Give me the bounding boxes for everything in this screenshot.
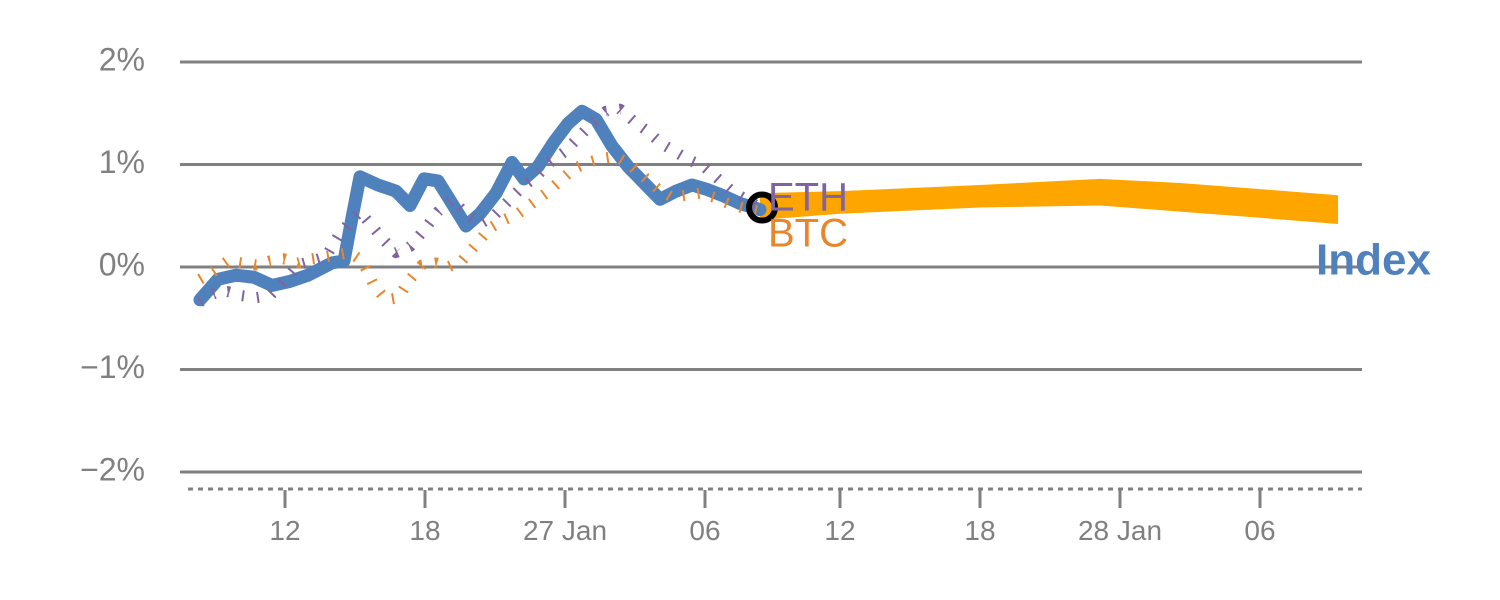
y-axis-tick-labels: 2% 1% 0% −1% −2% bbox=[80, 41, 145, 487]
y-tick-label: 2% bbox=[99, 41, 145, 77]
x-axis-tick-labels: 12 18 27 Jan 06 12 18 28 Jan 06 bbox=[269, 515, 1275, 546]
series-label-index: Index bbox=[1316, 236, 1431, 285]
x-tick-label: 12 bbox=[824, 515, 855, 546]
x-tick-label: 06 bbox=[1244, 515, 1275, 546]
x-tick-label: 28 Jan bbox=[1078, 515, 1162, 546]
x-tick-label: 12 bbox=[269, 515, 300, 546]
series-lines bbox=[193, 103, 767, 307]
current-value-ring-marker bbox=[746, 191, 778, 224]
current-value-marker bbox=[746, 191, 778, 224]
x-tick-label: 18 bbox=[964, 515, 995, 546]
forecast-band-polygon bbox=[760, 178, 1338, 224]
series-label-eth: ETH bbox=[768, 176, 848, 220]
y-tick-label: −2% bbox=[80, 451, 145, 487]
x-axis-tick-marks bbox=[283, 490, 1262, 508]
y-tick-label: −1% bbox=[80, 349, 145, 385]
series-line-index bbox=[193, 104, 767, 307]
forecast-band-index bbox=[760, 178, 1338, 224]
x-tick-label: 27 Jan bbox=[523, 515, 607, 546]
series-label-btc: BTC bbox=[768, 212, 848, 256]
x-tick-label: 06 bbox=[689, 515, 720, 546]
y-tick-label: 0% bbox=[99, 246, 145, 282]
y-tick-label: 1% bbox=[99, 144, 145, 180]
y-gridlines bbox=[180, 60, 1362, 474]
x-tick-label: 18 bbox=[409, 515, 440, 546]
